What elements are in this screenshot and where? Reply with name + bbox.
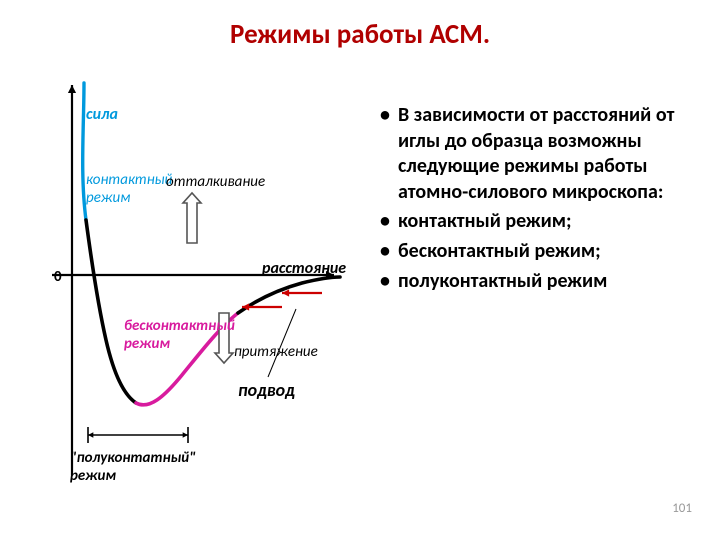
x-axis-label: расстояние	[262, 259, 346, 278]
repulsion-label: отталкивание	[166, 173, 265, 191]
halfcontact-mode-label: "полуконтатный"режим	[70, 449, 196, 485]
bullet-list: В зависимости от расстояний от иглы до о…	[376, 65, 696, 485]
slide: Режимы работы АСМ. 0 сила расстояние конта…	[0, 0, 720, 540]
bullet-contact: контактный режим;	[376, 209, 686, 235]
content-row: 0 сила расстояние контактныйрежимотталкива…	[24, 65, 696, 485]
force-distance-diagram: 0 сила расстояние контактныйрежимотталкива…	[24, 65, 364, 485]
y-axis-label: сила	[86, 105, 118, 124]
noncontact-mode-label: бесконтактныйрежим	[124, 317, 235, 353]
bullet-halfcontact: полуконтактный режим	[376, 269, 686, 295]
bullet-noncontact: бесконтактный режим;	[376, 239, 686, 265]
page-number: 101	[672, 501, 692, 516]
approach-label: подвод	[238, 379, 295, 401]
attraction-label: притяжение	[234, 343, 318, 361]
bullet-intro: В зависимости от расстояний от иглы до о…	[376, 103, 686, 205]
svg-text:0: 0	[54, 268, 62, 286]
slide-title: Режимы работы АСМ.	[24, 18, 696, 51]
contact-mode-label: контактныйрежим	[86, 171, 172, 207]
